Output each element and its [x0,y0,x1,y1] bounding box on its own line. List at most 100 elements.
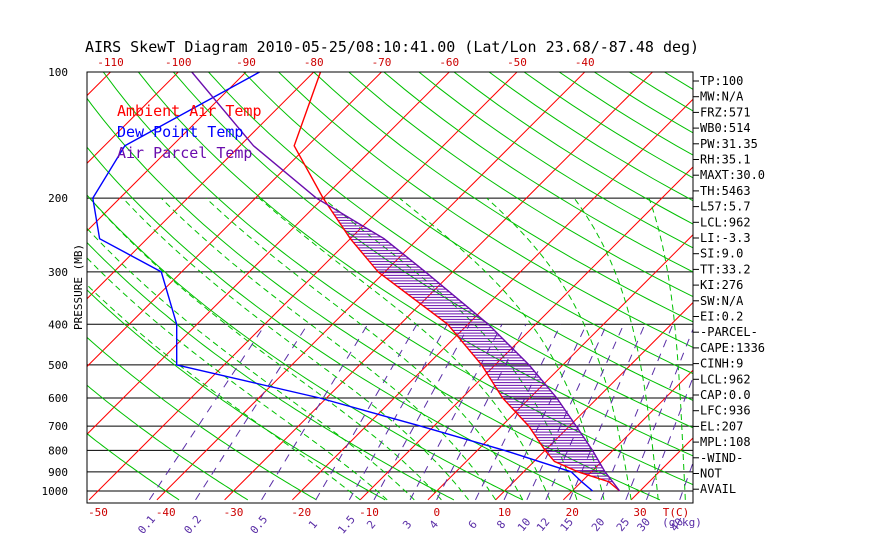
moist-adiabat-line [122,197,469,501]
top-temp-tick-label: -50 [507,56,527,69]
index-value: NOT [700,467,722,481]
dry-adiabat-line [278,72,693,348]
x-axis-label: T(C) [663,506,690,519]
pressure-tick-label: 300 [48,266,68,279]
mixing-ratio-line [625,327,693,501]
dry-adiabat-line [87,336,317,501]
isotherm-line [87,72,111,97]
mixing-ratio-tick-label: 4 [427,518,441,532]
index-value: FRZ:571 [700,105,751,119]
mixing-ratio-tick-label: 12 [534,515,552,534]
plot-frame [86,71,694,504]
bottom-temp-tick-label: 20 [566,506,579,519]
dry-adiabat-line [87,241,455,501]
moist-adiabat-line [322,197,578,501]
plot-area [0,72,870,501]
dry-adiabat-line [87,146,592,501]
index-value: LCL:962 [700,372,751,386]
index-value: CAPE:1336 [700,341,765,355]
dry-adiabat-line [383,72,693,273]
pressure-tick-label: 1000 [42,485,69,498]
mixing-ratio-tick-label: 20 [589,515,607,534]
mixing-ratio-line [475,324,562,501]
top-temp-tick-label: -60 [439,56,459,69]
mixing-ratio-tick-label: 1 [306,518,320,531]
chart-title: AIRS SkewT Diagram 2010-05-25/08:10:41.0… [85,38,699,56]
bottom-temp-tick-label: 10 [498,506,511,519]
isotherm-line [563,369,693,501]
dry-adiabat-line [348,72,693,298]
index-value: MPL:108 [700,435,751,449]
isotherm-line [767,72,870,500]
moist-adiabat-line [87,284,361,501]
isotherm-line [0,72,43,500]
moist-adiabat-line [573,197,659,500]
bottom-temp-tick-label: 0 [433,506,440,519]
pressure-tick-label: 600 [48,392,68,405]
top-temp-tick-label: -110 [97,56,124,69]
index-value: TP:100 [700,74,743,88]
mixing-ratio-line [195,323,309,501]
index-value: L57:5.7 [700,200,751,214]
index-value: CINH:9 [700,357,743,371]
dry-adiabat-line [87,384,249,501]
pressure-tick-label: 100 [48,66,68,79]
bottom-temp-tick-label: 30 [633,506,646,519]
index-value: -PARCEL- [700,325,758,339]
mixing-ratio-line [569,324,646,501]
bottom-temp-tick-label: -20 [291,506,311,519]
y-axis-label: PRESSURE (MB) [72,244,85,330]
mixing-ratio-tick-label: 0.5 [248,513,271,537]
mixing-ratio-line [646,376,693,501]
mixing-ratio-tick-label: 1.5 [335,513,358,537]
index-value: LFC:936 [700,404,751,418]
bottom-temp-tick-label: -50 [88,506,108,519]
dry-adiabat-line [87,97,661,501]
bottom-temp-tick-label: -30 [224,506,244,519]
isotherm-line [87,72,315,300]
dry-adiabat-line [664,72,693,90]
legend-entry: Ambient Air Temp [117,102,262,120]
moist-adiabat-line [258,197,551,501]
dry-adiabat-line [313,72,693,323]
mixing-ratio-unit-label: (g/kg) [662,516,702,529]
pressure-tick-label: 500 [48,359,68,372]
mixing-ratio-line [261,324,369,501]
top-temp-tick-label: -100 [165,56,192,69]
moist-adiabat-line [160,197,497,501]
mixing-ratio-line [436,324,527,501]
dry-adiabat-line [243,72,693,375]
index-value: EI:0.2 [700,310,743,324]
bottom-temp-tick-label: -40 [156,506,176,519]
isotherm-line [495,301,693,501]
axes: 0.1 0.2 0.5 1 1.5 2 3 4 6 8 10 12 15 20 25 30 4010020030… [42,56,702,537]
index-value: -WIND- [700,451,743,465]
pressure-tick-label: 400 [48,318,68,331]
isotherm-line [87,72,247,232]
mixing-ratio-line [679,461,693,501]
mixing-ratio-line [545,324,625,501]
dry-adiabat-line [418,72,693,249]
isotherm-line [292,98,693,501]
index-value: AVAIL [700,482,736,496]
dry-adiabat-line [87,194,523,501]
isotherm-line [427,234,693,501]
top-temp-tick-label: -80 [304,56,324,69]
mixing-ratio-line [600,324,674,501]
legend-entry: Dew Point Temp [117,123,243,141]
isotherm-line [87,72,382,368]
legend: Ambient Air Temp Dew Point Temp Air Parcel… [117,102,262,162]
mixing-ratio-line [373,324,470,501]
index-value: SI:9.0 [700,247,743,261]
index-value: EL:207 [700,419,743,433]
mixing-ratio-tick-label: 0.1 [135,513,158,537]
background-grid [0,72,870,501]
mixing-ratio-tick-label: 8 [494,518,508,531]
index-value: MW:N/A [700,90,744,104]
dry-adiabat-line [523,72,693,179]
index-value: PW:31.35 [700,137,758,151]
pressure-tick-label: 700 [48,420,68,433]
index-value: RH:35.1 [700,153,751,167]
dewpoint-profile-line [92,72,594,492]
